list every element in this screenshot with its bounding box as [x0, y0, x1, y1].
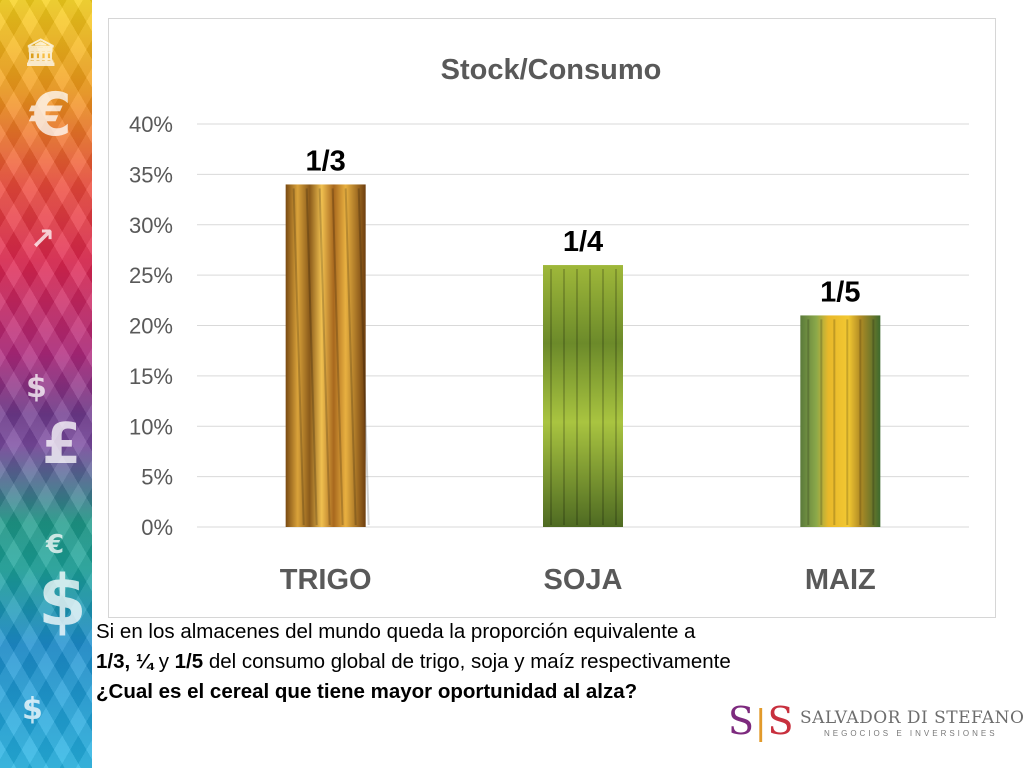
logo-mark: S|S — [728, 698, 794, 746]
logo-mark-left: S — [728, 699, 755, 743]
bars — [285, 184, 881, 527]
x-tick-label-maiz: MAIZ — [805, 564, 876, 596]
y-tick-label: 5% — [141, 465, 173, 490]
caption-line-1: Si en los almacenes del mundo queda la p… — [96, 620, 696, 643]
logo-tagline: NEGOCIOS E INVERSIONES — [824, 729, 998, 738]
bar-maiz — [800, 315, 881, 527]
bar-texture-stroke — [318, 188, 331, 526]
dollar-icon: $ — [38, 560, 87, 642]
y-tick-label: 40% — [129, 112, 173, 137]
y-tick-label: 15% — [129, 364, 173, 389]
bank-icon: 🏛 — [24, 38, 58, 68]
bar-chart: Stock/Consumo 0%5%10%15%20%25%30%35%40% … — [129, 54, 969, 596]
y-tick-label: 0% — [141, 515, 173, 540]
growth-chart-icon: ↗ — [30, 222, 56, 257]
y-axis-ticks: 0% 5% 10% 15% 20% 25% 30% 35% 40% — [129, 112, 173, 540]
caption-bold-ratio-2: 1/5 — [174, 650, 204, 673]
bar-texture-stroke — [357, 188, 370, 526]
decorative-sidebar: 🏛 € ↗ $ £ € $ $ — [0, 0, 92, 768]
y-tick-label: 10% — [129, 414, 173, 439]
caption-line-2: 1/3, ¼ y 1/5 del consumo global de trigo… — [96, 647, 896, 677]
caption: Si en los almacenes del mundo queda la p… — [96, 617, 896, 707]
chart-frame: Stock/Consumo 0% 5% 10% 15% 20% 25% 30% 35% 40% … — [108, 18, 996, 618]
data-label-maiz: 1/5 — [820, 276, 860, 308]
x-axis-ticks: TRIGO SOJA MAIZ — [280, 564, 876, 596]
bar-trigo — [285, 184, 366, 527]
y-tick-label: 35% — [129, 162, 173, 187]
bar-texture-stroke — [292, 188, 305, 526]
caption-line-2-rest: del consumo global de trigo, soja y maíz… — [203, 650, 731, 673]
logo-mark-divider: | — [755, 703, 767, 743]
data-label-soja: 1/4 — [563, 226, 603, 258]
data-labels: 1/3 1/4 1/5 — [306, 145, 861, 308]
caption-question-text: ¿Cual es el cereal que tiene mayor oport… — [96, 680, 638, 703]
chart-title: Stock/Consumo — [441, 54, 662, 86]
logo-mark-right: S — [767, 699, 794, 743]
dollar-bag-icon: $ — [26, 370, 47, 405]
caption-connector: y — [153, 650, 175, 673]
logo-name: SALVADOR DI STEFANO — [800, 708, 1024, 728]
dollar-lock-icon: $ — [22, 692, 43, 727]
bar-texture-stroke — [331, 188, 344, 526]
caption-question: ¿Cual es el cereal que tiene mayor oport… — [96, 677, 896, 707]
euro-icon: € — [30, 80, 72, 150]
caption-bold-ratio-1: 1/3, ¼ — [96, 650, 153, 673]
y-tick-label: 30% — [129, 213, 173, 238]
data-label-trigo: 1/3 — [306, 145, 346, 177]
bar-soja — [543, 265, 623, 527]
y-tick-label: 25% — [129, 263, 173, 288]
euro-coin-icon: € — [46, 530, 65, 560]
x-tick-label-trigo: TRIGO — [280, 564, 372, 596]
x-tick-label-soja: SOJA — [544, 564, 623, 596]
pound-icon: £ — [42, 412, 81, 477]
y-tick-label: 20% — [129, 314, 173, 339]
bar-texture-stroke — [344, 188, 357, 526]
company-logo: S|S SALVADOR DI STEFANO NEGOCIOS E INVER… — [728, 698, 1024, 748]
bar-texture-stroke — [305, 188, 318, 526]
